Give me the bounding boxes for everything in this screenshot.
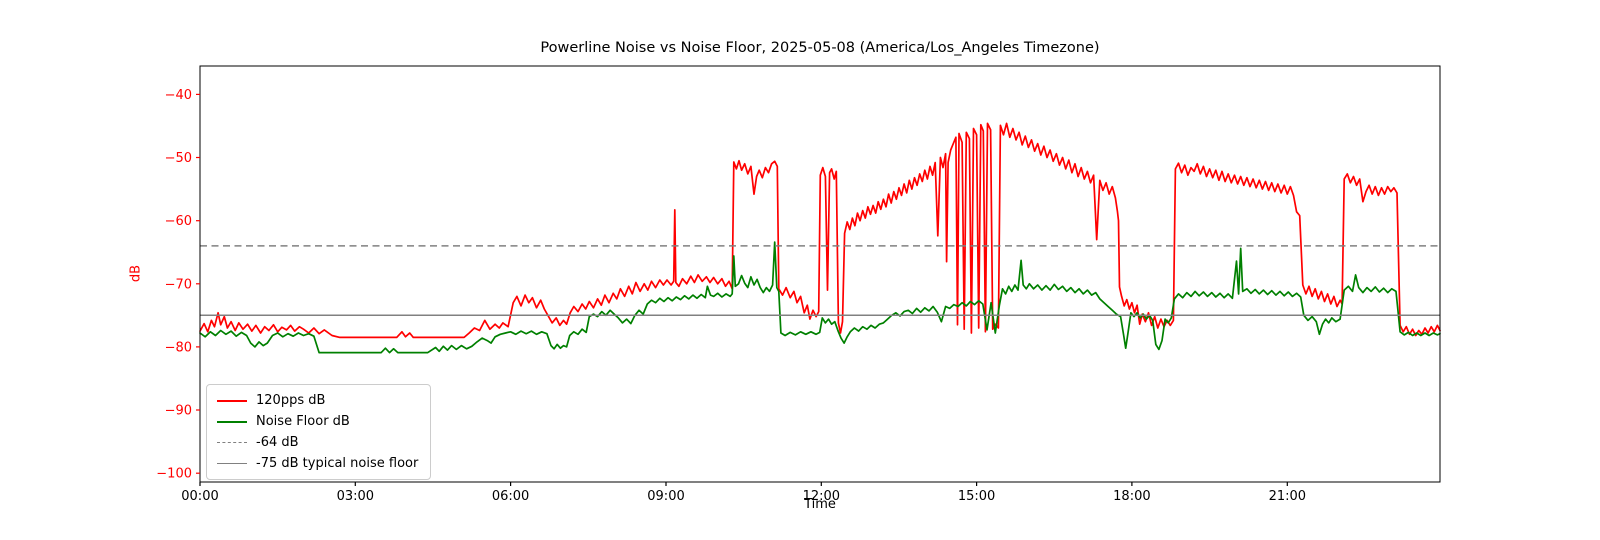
legend-label: -64 dB — [256, 435, 299, 450]
x-tick-label: 03:00 — [337, 489, 374, 504]
y-tick-label: −50 — [165, 151, 192, 166]
legend-line-sample — [217, 442, 247, 443]
x-axis: 00:00 03:00 06:00 09:00 12:00 15:00 18:00 21:00 — [181, 482, 1306, 504]
y-tick-label: −80 — [165, 340, 192, 355]
y-tick-label: −40 — [165, 88, 192, 103]
legend: 120pps dB Noise Floor dB -64 dB -75 dB typi… — [206, 384, 432, 480]
x-tick-label: 12:00 — [803, 489, 840, 504]
x-tick-label: 09:00 — [647, 489, 684, 504]
y-tick-label: −100 — [156, 467, 192, 482]
legend-row-1: Noise Floor dB — [217, 414, 418, 429]
y-axis: −40 −50 −60 −70 −80 −90 −100 — [156, 88, 200, 482]
legend-row-2: -64 dB — [217, 435, 418, 450]
legend-label: Noise Floor dB — [256, 414, 350, 429]
y-tick-label: −70 — [165, 277, 192, 292]
legend-line-sample — [217, 463, 247, 464]
y-tick-label: −60 — [165, 214, 192, 229]
x-tick-label: 21:00 — [1269, 489, 1306, 504]
series-120pps — [199, 122, 1441, 339]
legend-label: -75 dB typical noise floor — [256, 456, 419, 471]
x-tick-label: 06:00 — [492, 489, 529, 504]
legend-label: 120pps dB — [256, 393, 326, 408]
x-axis-label: Time — [804, 497, 836, 512]
y-tick-label: −90 — [165, 404, 192, 419]
legend-row-3: -75 dB typical noise floor — [217, 456, 418, 471]
x-tick-label: 18:00 — [1113, 489, 1150, 504]
series-noise-floor — [199, 241, 1441, 354]
x-tick-label: 00:00 — [181, 489, 218, 504]
y-axis-label: dB — [128, 264, 144, 283]
plot-border — [199, 65, 1441, 483]
legend-line-sample — [217, 399, 247, 402]
legend-row-0: 120pps dB — [217, 393, 418, 408]
legend-line-sample — [217, 420, 247, 423]
chart-title: Powerline Noise vs Noise Floor, 2025-05-… — [540, 40, 1100, 56]
x-tick-label: 15:00 — [958, 489, 995, 504]
